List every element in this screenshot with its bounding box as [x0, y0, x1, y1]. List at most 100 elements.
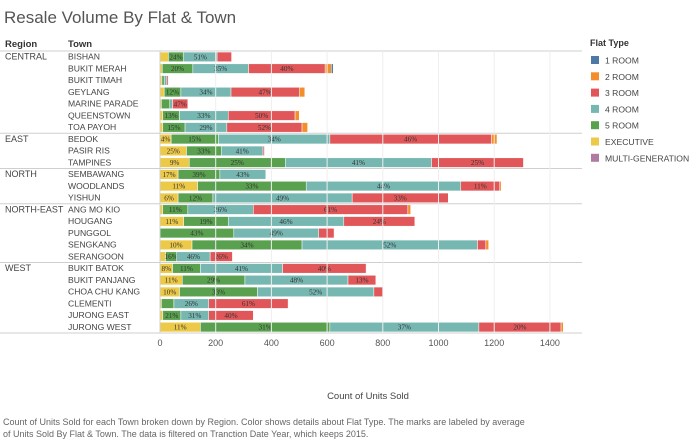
town-label-choa-chu-kang: CHOA CHU KANG [68, 287, 140, 297]
legend-title: Flat Type [590, 38, 629, 48]
bar-segment-3-room [373, 286, 384, 297]
bar-segment-3-room [172, 98, 189, 109]
bar-ang-mo-kio: 11% 26% 61% [159, 204, 411, 215]
segment-data-label: 39% [192, 171, 205, 179]
bar-serangoon: 16% 46% 26% [159, 251, 233, 262]
bar-segment-3-room [347, 275, 377, 286]
legend-label-4-room: 4 ROOM [605, 104, 639, 114]
bar-segment-3-room [208, 298, 289, 309]
bar-sengkang: 10% 34% 52% [159, 239, 489, 250]
segment-data-label: 31% [188, 312, 201, 320]
segment-data-label: 34% [268, 136, 281, 144]
segment-data-label: 40% [224, 312, 237, 320]
town-label-jurong-west: JURONG WEST [68, 322, 132, 332]
bar-segment-2-room [294, 110, 300, 121]
bar-bishan: 24% 51% [159, 51, 232, 62]
segment-data-label: 29% [199, 124, 212, 132]
segment-data-label: 20% [171, 65, 184, 73]
town-label-serangoon: SERANGOON [68, 251, 124, 261]
bar-choa-chu-kang: 10% 33% 52% [159, 286, 384, 297]
town-label-woodlands: WOODLANDS [68, 181, 125, 191]
segment-data-label: 49% [276, 194, 289, 202]
bar-segment-3-room [262, 145, 265, 156]
bar-tampines: 9% 25% 41% 25% [159, 157, 524, 168]
town-label-jurong-east: JURONG EAST [68, 310, 130, 320]
region-label-east: EAST [5, 134, 29, 144]
segment-data-label: 17% [162, 171, 175, 179]
segment-data-label: 11% [172, 183, 185, 191]
bar-toa-payoh: 15% 29% 52% [159, 122, 308, 133]
bar-segment-3-room [343, 216, 416, 227]
legend-label-executive: EXECUTIVE [605, 137, 654, 147]
bar-sembawang: 17% 39% 43% [159, 169, 267, 180]
segment-data-label: 11% [174, 324, 187, 332]
town-label-bukit-merah: BUKIT MERAH [68, 63, 127, 73]
x-tick-label: 1200 [484, 338, 504, 348]
caption-line-1: Count of Units Sold for each Town broken… [3, 417, 525, 427]
bar-segment-3-room [431, 157, 524, 168]
bar-bukit-batok: 8% 11% 41% 40% [159, 263, 367, 274]
segment-data-label: 61% [242, 300, 255, 308]
legend-label-5-room: 5 ROOM [605, 121, 639, 131]
segment-data-label: 40% [280, 65, 293, 73]
segment-data-label: 26% [215, 253, 228, 261]
town-label-bedok: BEDOK [68, 134, 98, 144]
segment-data-label: 13% [165, 112, 178, 120]
bar-jurong-east: 21% 31% 40% [159, 310, 254, 321]
bar-segment-2-room [560, 322, 564, 333]
bar-segment-2-room [407, 204, 411, 215]
bar-segment-2-room [485, 239, 489, 250]
segment-data-label: 15% [167, 124, 180, 132]
segment-data-label: 11% [180, 265, 193, 273]
legend-swatch-executive [591, 137, 599, 146]
segment-data-label: 24% [373, 218, 386, 226]
segment-data-label: 9% [170, 159, 180, 167]
segment-data-label: 13% [355, 277, 368, 285]
bar-segment-3-room [166, 75, 169, 86]
town-label-queenstown: QUEENSTOWN [68, 110, 130, 120]
segment-data-label: 52% [258, 124, 271, 132]
segment-data-label: 43% [190, 230, 203, 238]
town-label-geylang: GEYLANG [68, 87, 110, 97]
town-label-sembawang: SEMBAWANG [68, 169, 124, 179]
bar-segment-3-room [477, 239, 487, 250]
bar-bedok: 4% 15% 34% 46% [159, 134, 498, 145]
bar-punggol: 43% 49% [159, 228, 335, 239]
x-tick-label: 800 [375, 338, 390, 348]
bar-segment-executive [159, 51, 169, 62]
legend-swatch-1-room [591, 56, 599, 64]
segment-data-label: 20% [513, 324, 526, 332]
town-label-punggol: PUNGGOL [68, 228, 111, 238]
segment-data-label: 19% [199, 218, 212, 226]
segment-data-label: 33% [212, 288, 225, 296]
segment-data-label: 33% [245, 183, 258, 191]
segment-data-label: 44% [377, 183, 390, 191]
region-column-header: Region [5, 39, 37, 50]
segment-data-label: 33% [394, 194, 407, 202]
bar-jurong-west: 11% 31% 37% 20% [159, 322, 564, 333]
bar-segment-5-room [161, 298, 175, 309]
segment-data-label: 24% [169, 53, 182, 61]
legend: Flat Type 1 ROOM 2 ROOM 3 ROOM 4 ROOM 5 ROOM… [590, 38, 689, 163]
bar-bukit-panjang: 11% 29% 48% 13% [159, 275, 377, 286]
bar-segment-4-room [219, 169, 267, 180]
segment-data-label: 33% [197, 147, 210, 155]
legend-label-1-room: 1 ROOM [605, 56, 639, 66]
segment-data-label: 49% [270, 230, 283, 238]
town-column-header: Town [68, 39, 92, 50]
bar-segment-3-room [209, 251, 233, 262]
x-tick-label: 0 [157, 338, 162, 348]
segment-data-label: 46% [404, 136, 417, 144]
town-label-bukit-timah: BUKIT TIMAH [68, 75, 122, 85]
town-label-pasir-ris: PASIR RIS [68, 146, 110, 156]
town-label-hougang: HOUGANG [68, 216, 113, 226]
segment-data-label: 43% [236, 171, 249, 179]
bar-segment-2-room [324, 63, 332, 74]
legend-label-multi-generation: MULTI-GENERATION [605, 153, 689, 163]
segment-data-label: 41% [352, 159, 365, 167]
legend-label-3-room: 3 ROOM [605, 88, 639, 98]
segment-data-label: 26% [185, 300, 198, 308]
bar-clementi: 26% 61% [159, 298, 289, 309]
x-tick-label: 600 [320, 338, 335, 348]
